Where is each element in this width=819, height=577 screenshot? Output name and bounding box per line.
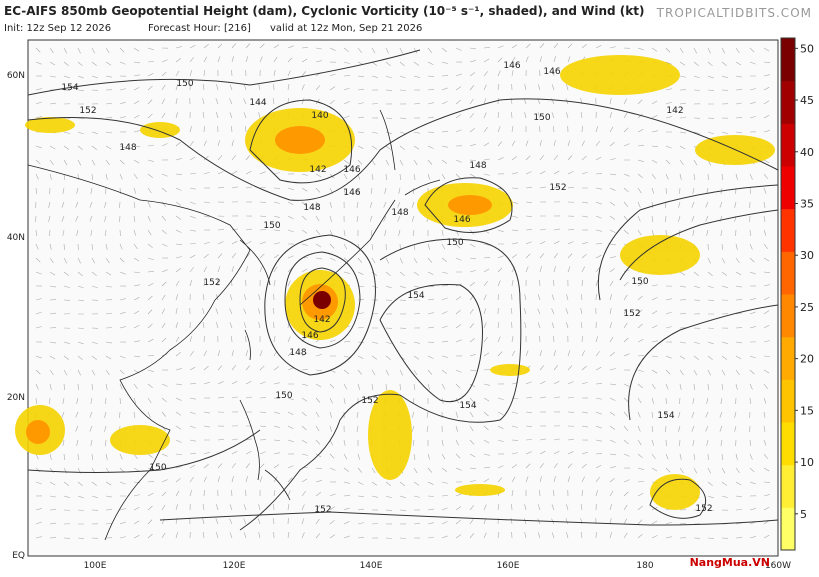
contour-label: 146: [543, 67, 560, 77]
colorbar-band: [781, 465, 795, 508]
contour-label: 152: [79, 106, 96, 116]
colorbar-band: [781, 379, 795, 422]
lat-label: 20N: [7, 393, 25, 403]
contour-label: 152: [314, 505, 331, 515]
contour-label: 152: [549, 183, 566, 193]
colorbar-band: [781, 294, 795, 337]
colorbar-tick-label: 45: [800, 94, 814, 107]
contour-label: 148: [303, 203, 320, 213]
contour-label: 146: [343, 165, 360, 175]
colorbar-band: [781, 38, 795, 81]
contour-label: 144: [249, 98, 266, 108]
title: EC-AIFS 850mb Geopotential Height (dam),…: [4, 4, 644, 18]
contour-label: 150: [149, 463, 166, 473]
contour-label: 140: [311, 111, 328, 121]
lat-label: 60N: [7, 71, 25, 81]
colorbar-tick-label: 25: [800, 301, 814, 314]
colorbar-tick-label: 30: [800, 249, 814, 262]
colorbar-band: [781, 123, 795, 166]
lon-label: 100E: [84, 561, 107, 571]
colorbar-band: [781, 422, 795, 465]
contour-label: 148: [289, 348, 306, 358]
colorbar-tick-label: 20: [800, 353, 814, 366]
contour-label: 148: [469, 161, 486, 171]
colorbar-tick-label: 40: [800, 146, 814, 159]
watermark: NangMua.VN: [690, 556, 770, 569]
contour-label: 154: [61, 83, 78, 93]
map: 146 146 154 150 152 144 140 148 142 146 148 146 148 1…: [7, 40, 791, 571]
lon-label: 120E: [223, 561, 246, 571]
contour-label: 142: [313, 315, 330, 325]
colorbar-tick-label: 35: [800, 197, 814, 210]
colorbar-tick-label: 5: [800, 508, 807, 521]
contour-label: 142: [666, 106, 683, 116]
contour-label: 146: [301, 331, 318, 341]
contour-label: 150: [533, 113, 550, 123]
contour-label: 150: [275, 391, 292, 401]
colorbar-tick-label: 15: [800, 404, 814, 417]
contour-label: 148: [391, 208, 408, 218]
contour-label: 152: [361, 396, 378, 406]
colorbar-tick-label: 50: [800, 42, 814, 55]
lat-label: 40N: [7, 233, 25, 243]
forecast-hour: Forecast Hour: [216]: [148, 23, 251, 34]
contour-label: 150: [446, 238, 463, 248]
site-logo: TROPICALTIDBITS.COM: [656, 6, 812, 20]
colorbar-band: [781, 209, 795, 252]
lat-label: EQ: [12, 551, 25, 561]
lon-label: 160E: [497, 561, 520, 571]
contour-label: 146: [503, 61, 520, 71]
contour-label: 154: [657, 411, 674, 421]
cyclone-center: [313, 291, 331, 309]
contour-label: 150: [176, 79, 193, 89]
contour-label: 146: [343, 188, 360, 198]
init-text: Init: 12z Sep 12 2026: [4, 23, 111, 34]
valid-text: valid at 12z Mon, Sep 21 2026: [270, 23, 422, 34]
contour-label: 142: [309, 165, 326, 175]
contour-label: 146: [453, 215, 470, 225]
contour-label: 150: [263, 221, 280, 231]
colorbar-tick-label: 10: [800, 456, 814, 469]
lon-label: 180: [636, 561, 653, 571]
colorbar-band: [781, 81, 795, 124]
colorbar-band: [781, 251, 795, 294]
colorbar-band: [781, 507, 795, 550]
contour-label: 148: [119, 143, 136, 153]
contour-label: 150: [631, 277, 648, 287]
contour-label: 154: [459, 401, 476, 411]
contour-label: 154: [407, 291, 424, 301]
colorbar-band: [781, 166, 795, 209]
contour-label: 152: [203, 278, 220, 288]
lon-label: 140E: [360, 561, 383, 571]
contour-label: 152: [623, 309, 640, 319]
contour-label: 152: [695, 504, 712, 514]
colorbar-band: [781, 337, 795, 380]
